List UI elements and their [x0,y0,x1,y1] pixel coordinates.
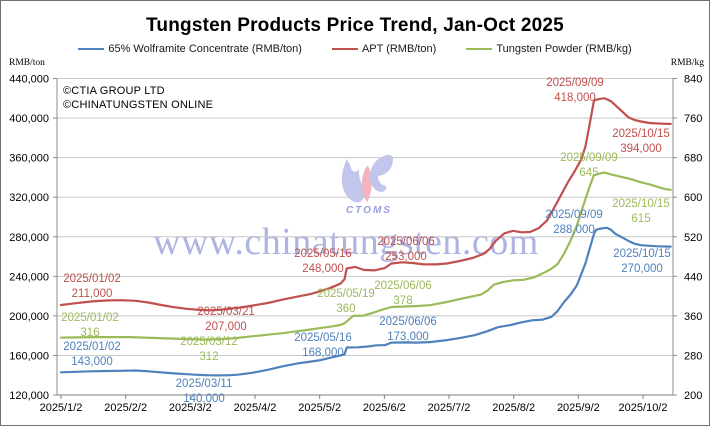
annotation-value-wolframite: 168,000 [302,347,344,359]
watermark-logo-text: CTOMS [346,205,392,216]
annotation-value-wolframite: 143,000 [71,356,113,368]
annotation-value-wolframite: 270,000 [621,263,663,275]
annotation-value-apt: 253,000 [385,251,427,263]
annotation-value-powder: 378 [393,295,412,307]
left-axis-tick-label: 440,000 [9,74,49,86]
right-axis-tick-label: 600 [684,192,702,204]
annotation-value-apt: 248,000 [302,263,344,275]
series-line-apt [59,97,672,312]
annotation-value-powder: 312 [199,351,218,363]
annotation-date-wolframite: 2025/05/16 [294,332,352,344]
annotation-date-powder: 2025/10/15 [612,198,670,210]
annotation-value-apt: 418,000 [554,92,596,104]
copyright-line-1: ©CTIA GROUP LTD [63,85,165,97]
chart-legend: 65% Wolframite Concentrate (RMB/ton) APT… [1,43,709,55]
annotation-date-apt: 2025/09/09 [546,77,604,89]
left-axis-unit-label: RMB/ton [9,58,45,68]
powder-line-swatch-icon [466,47,493,51]
left-axis-tick-label: 280,000 [9,232,49,244]
right-axis-tick-label: 200 [684,390,702,402]
left-axis-tick-label: 160,000 [9,350,49,362]
x-axis-tick-label: 2025/7/2 [428,402,471,414]
annotation-date-apt: 2025/05/16 [294,248,352,260]
legend-item-apt: APT (RMB/ton) [331,43,437,55]
right-axis-tick-label: 280 [684,350,702,362]
legend-label-powder: Tungsten Powder (RMB/kg) [496,43,632,55]
left-axis-tick-label: 400,000 [9,113,49,125]
x-axis-tick-label: 2025/6/2 [363,402,406,414]
annotation-value-apt: 394,000 [620,143,662,155]
series-line-wolframite [59,226,672,377]
wolframite-line-swatch-icon [78,47,105,51]
annotation-date-wolframite: 2025/09/09 [545,209,603,221]
chart-title: Tungsten Products Price Trend, Jan-Oct 2… [146,15,564,36]
right-axis-tick-label: 680 [684,153,702,165]
right-axis-tick-label: 760 [684,113,702,125]
legend-item-powder: Tungsten Powder (RMB/kg) [466,43,632,55]
annotation-value-wolframite: 288,000 [553,224,595,236]
annotation-date-wolframite: 2025/10/15 [613,248,671,260]
annotation-date-wolframite: 2025/03/11 [176,378,233,390]
annotation-value-powder: 316 [80,327,99,339]
x-axis-tick-label: 2025/9/2 [557,402,600,414]
right-axis-tick-label: 440 [684,271,702,283]
left-axis-tick-label: 240,000 [9,271,49,283]
x-axis-tick-label: 2025/2/2 [104,402,147,414]
annotation-date-wolframite: 2025/01/02 [63,341,121,353]
series-line-powder [59,171,672,341]
logo-right-swoosh [369,154,393,192]
copyright-block: ©CTIA GROUP LTD ©CHINATUNGSTEN ONLINE [63,84,213,112]
watermark-text: www.chinatungsten.com [153,221,539,263]
left-axis-tick-label: 120,000 [9,390,49,402]
annotation-date-powder: 2025/09/09 [560,152,618,164]
right-axis-tick-label: 360 [684,311,702,323]
watermark-logo-icon: CTOMS [341,154,393,216]
x-axis-tick-label: 2025/8/2 [492,402,535,414]
annotation-date-apt: 2025/06/06 [377,236,435,248]
x-axis-tick-label: 2025/4/2 [234,402,277,414]
annotation-value-powder: 360 [336,303,355,315]
annotation-value-wolframite: 173,000 [387,331,429,343]
annotation-date-powder: 2025/05/19 [317,288,375,300]
annotation-date-powder: 2025/01/02 [61,312,119,324]
left-axis-tick-label: 360,000 [9,153,49,165]
annotation-value-powder: 645 [579,167,598,179]
annotation-date-wolframite: 2025/06/06 [379,316,437,328]
logo-pink-flame [361,166,372,202]
annotation-value-apt: 211,000 [72,288,113,300]
x-axis-tick-label: 2025/1/2 [40,402,83,414]
x-axis-tick-label: 2025/3/2 [169,402,212,414]
annotation-date-apt: 2025/01/02 [63,273,121,285]
annotation-date-powder: 2025/03/12 [180,336,238,348]
left-axis-tick-label: 320,000 [9,192,49,204]
right-axis-tick-label: 840 [684,74,702,86]
annotation-date-apt: 2025/10/15 [612,128,670,140]
legend-item-wolframite: 65% Wolframite Concentrate (RMB/ton) [78,43,302,55]
annotation-value-apt: 207,000 [205,321,247,333]
legend-label-apt: APT (RMB/ton) [361,43,437,55]
copyright-line-2: ©CHINATUNGSTEN ONLINE [63,99,214,111]
x-axis-tick-label: 2025/5/2 [298,402,341,414]
logo-left-petal [341,159,365,203]
annotation-value-wolframite: 140,000 [183,393,225,405]
annotation-value-powder: 615 [631,213,650,225]
right-axis-unit-label: RMB/kg [670,58,704,68]
x-axis-tick-label: 2025/10/2 [619,402,668,414]
legend-label-wolframite: 65% Wolframite Concentrate (RMB/ton) [108,43,302,55]
apt-line-swatch-icon [331,47,358,51]
left-axis-tick-label: 200,000 [9,311,49,323]
right-axis-tick-label: 520 [684,232,702,244]
annotation-date-apt: 2025/03/21 [197,306,255,318]
annotation-date-powder: 2025/06/06 [374,280,432,292]
